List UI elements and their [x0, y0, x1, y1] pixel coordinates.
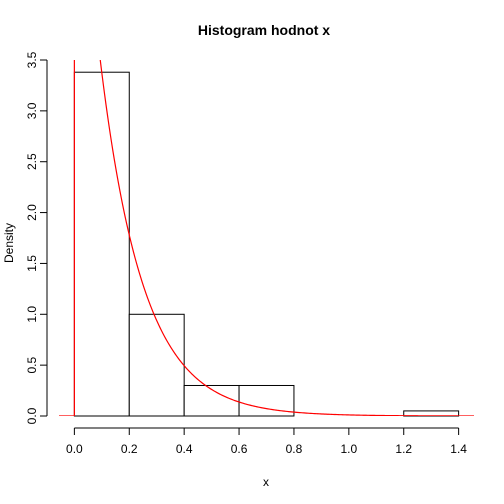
x-tick-label: 1.0 [340, 442, 357, 456]
y-tick-label: 0.5 [25, 356, 39, 373]
y-axis-title: Density [2, 223, 16, 263]
x-axis-title: x [263, 475, 269, 489]
y-tick-label: 0.0 [25, 407, 39, 424]
histogram-bar-2 [183, 384, 240, 417]
histogram-bars [73, 71, 460, 417]
y-tick-label: 1.5 [25, 255, 39, 272]
histogram-bar-1 [128, 313, 185, 417]
x-tick-label: 0.4 [176, 442, 193, 456]
density-curve-layer [59, 60, 474, 416]
chart-title: Histogram hodnot x [198, 22, 330, 38]
y-tick-label: 3.5 [25, 51, 39, 68]
x-tick-label: 1.4 [450, 442, 467, 456]
x-tick-label: 0.0 [66, 442, 83, 456]
y-axis: 0.0 0.5 1.0 1.5 2.0 2.5 3.0 3.5 [25, 51, 48, 424]
x-tick-label: 0.2 [121, 442, 138, 456]
x-tick-label: 1.2 [395, 442, 412, 456]
y-tick-label: 2.0 [25, 204, 39, 221]
density-curve [59, 60, 474, 416]
x-axis: 0.0 0.2 0.4 0.6 0.8 1.0 1.2 1.4 [66, 427, 467, 456]
y-tick-label: 3.0 [25, 102, 39, 119]
histogram-bar-0 [73, 71, 130, 417]
y-tick-label: 1.0 [25, 306, 39, 323]
x-tick-label: 0.6 [231, 442, 248, 456]
y-tick-label: 2.5 [25, 153, 39, 170]
x-tick-label: 0.8 [286, 442, 303, 456]
